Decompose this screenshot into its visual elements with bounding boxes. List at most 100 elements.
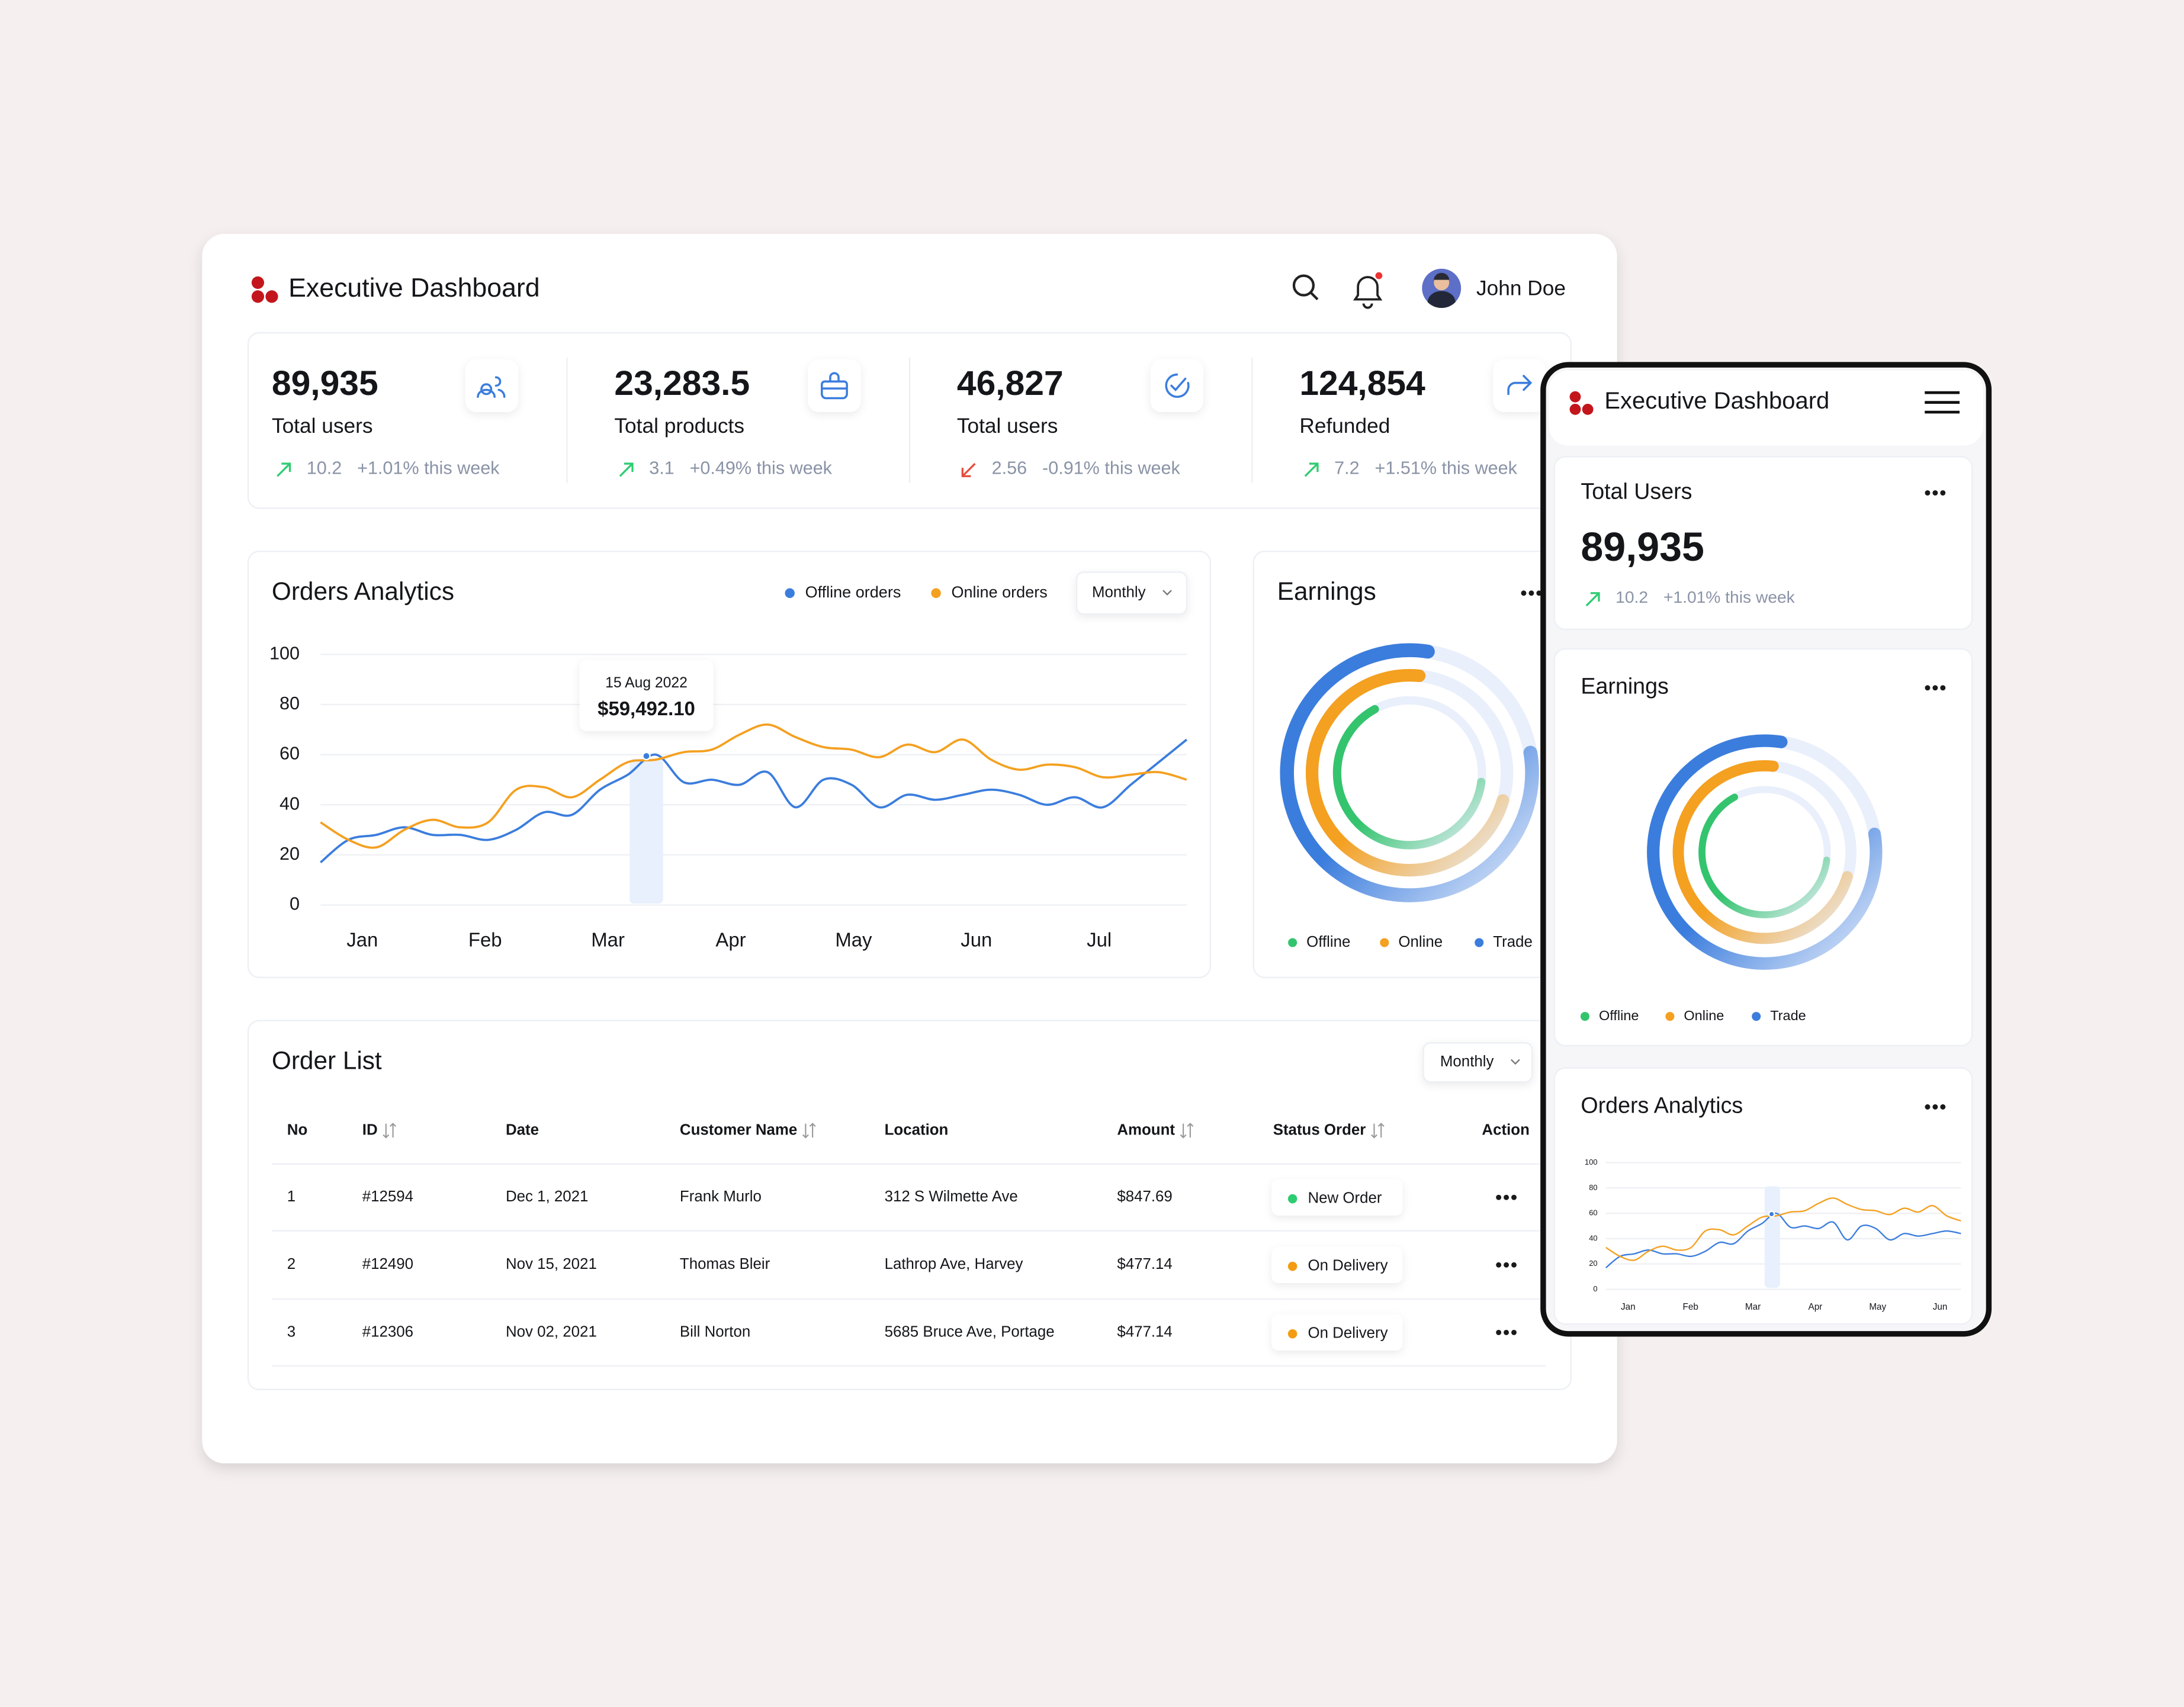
mobile-card	[1553, 648, 1973, 1047]
card-title: Orders Analytics	[272, 577, 454, 605]
mobile-header	[1549, 370, 1983, 446]
x-tick-label: Jul	[1087, 928, 1112, 950]
menu-icon[interactable]	[1925, 391, 1960, 414]
series-line	[1605, 1197, 1961, 1261]
icon-box	[808, 359, 861, 413]
arrow-shaft	[962, 462, 976, 477]
column-header: Status Order	[1273, 1121, 1366, 1138]
more-menu[interactable]	[1925, 1104, 1946, 1110]
y-tick-label: 20	[1589, 1259, 1597, 1268]
legend-dot	[931, 588, 941, 598]
more-menu[interactable]	[1496, 1194, 1517, 1200]
status-pill	[1271, 1246, 1403, 1283]
arrow-shaft	[1585, 592, 1600, 607]
legend-dot	[1288, 938, 1297, 947]
notification-icon[interactable]	[1353, 272, 1383, 309]
arrow-shaft	[277, 462, 291, 477]
stat-value: 124,854	[1299, 364, 1425, 403]
arrow-shaft	[619, 462, 634, 477]
menu-dot	[1925, 685, 1931, 691]
logo-dot	[251, 276, 265, 289]
stat-value: 46,827	[957, 364, 1064, 403]
stat-label: Refunded	[1299, 414, 1390, 438]
legend-label: Offline orders	[805, 583, 901, 601]
ring-arc	[1672, 760, 1853, 944]
ring-arc	[1305, 668, 1509, 877]
stat-label: Total users	[272, 414, 373, 438]
more-menu[interactable]	[1496, 1329, 1517, 1335]
legend-dot	[785, 588, 795, 598]
y-tick-label: 40	[280, 793, 300, 814]
mobile-card	[1553, 1067, 1973, 1325]
x-tick-label: Jan	[346, 928, 378, 950]
x-tick-label: Apr	[715, 928, 746, 950]
earnings-card	[1252, 551, 1561, 978]
trend-text: 2.56 -0.91% this week	[992, 458, 1181, 478]
menu-dot	[1504, 1194, 1509, 1200]
sort-icon[interactable]	[802, 1123, 816, 1139]
more-menu[interactable]	[1925, 490, 1946, 496]
column-header: Date	[506, 1121, 539, 1138]
status-dot	[1287, 1329, 1297, 1339]
menu-dot	[1496, 1262, 1502, 1268]
status-label: On Delivery	[1308, 1258, 1388, 1274]
stat-label: Total products	[614, 414, 744, 438]
table-cell: Lathrop Ave, Harvey	[885, 1256, 1023, 1272]
trend-text: 7.2 +1.51% this week	[1334, 458, 1517, 478]
column-header: Action	[1482, 1121, 1529, 1138]
menu-dot	[1511, 1262, 1517, 1268]
sort-icon[interactable]	[1371, 1123, 1385, 1139]
x-tick-label: May	[1869, 1302, 1886, 1312]
menu-dot	[1932, 1104, 1938, 1110]
trend-note: -0.91% this week	[1042, 458, 1180, 478]
table-cell: Bill Norton	[680, 1323, 750, 1340]
icon-box	[465, 359, 519, 413]
sort-icon[interactable]	[383, 1123, 396, 1139]
trend-note: +0.49% this week	[690, 458, 833, 478]
more-menu[interactable]	[1925, 685, 1946, 691]
order-table: No ID Date Customer Name Location Amount Statu…	[271, 1121, 1546, 1367]
arrow-head	[1590, 592, 1600, 602]
trend-arrow	[961, 462, 976, 477]
x-tick-label: Feb	[1683, 1302, 1698, 1312]
table-cell: Thomas Bleir	[680, 1256, 770, 1272]
trend-arrow	[619, 462, 634, 477]
trend-change: 3.1	[649, 458, 675, 478]
trend-note: +1.51% this week	[1375, 458, 1518, 478]
more-menu[interactable]	[1521, 590, 1542, 596]
more-menu[interactable]	[1496, 1262, 1517, 1268]
menu-dot	[1511, 1194, 1517, 1200]
stat-icon	[477, 376, 506, 398]
legend-label: Online orders	[951, 583, 1047, 601]
search-icon[interactable]	[1292, 274, 1319, 301]
y-tick-label: 0	[290, 894, 300, 914]
menu-dot	[1504, 1262, 1509, 1268]
sort-icon[interactable]	[1180, 1123, 1194, 1139]
avatar[interactable]	[1422, 268, 1462, 308]
trend-note: +1.01% this week	[1663, 588, 1796, 607]
series-line	[320, 723, 1187, 849]
table-cell: $847.69	[1117, 1188, 1172, 1205]
y-tick-label: 80	[1589, 1183, 1597, 1192]
arrow-shaft	[1304, 462, 1319, 477]
trend-change: 10.2	[307, 458, 342, 478]
column-header: No	[287, 1121, 307, 1138]
desktop-window: Executive Dashboard John Doe 89,935 Total…	[202, 234, 1617, 1464]
orders-chart: 0 20 40 60 80 100 Jan Feb Mar Apr May Jun	[1585, 1104, 1961, 1312]
y-tick-label: 40	[1589, 1233, 1597, 1242]
legend-dot	[1475, 938, 1484, 947]
app-title: Executive Dashboard	[1604, 388, 1829, 414]
stat-label: Total users	[957, 414, 1058, 438]
orders-card	[247, 551, 1212, 978]
card-title: Total Users	[1581, 478, 1692, 503]
filter-dropdown[interactable]: Monthly	[1075, 571, 1188, 615]
earnings-chart: Offline Online Trade	[1580, 685, 1946, 1023]
x-tick-label: Jun	[961, 928, 992, 950]
menu-dot	[1521, 590, 1527, 596]
hover-point	[642, 751, 651, 761]
filter-dropdown[interactable]: Monthly	[1422, 1042, 1533, 1083]
legend-label: Online	[1398, 934, 1443, 950]
table-cell: #12490	[362, 1256, 413, 1272]
menu-dot	[1932, 490, 1938, 496]
table-cell: Nov 15, 2021	[506, 1256, 597, 1272]
